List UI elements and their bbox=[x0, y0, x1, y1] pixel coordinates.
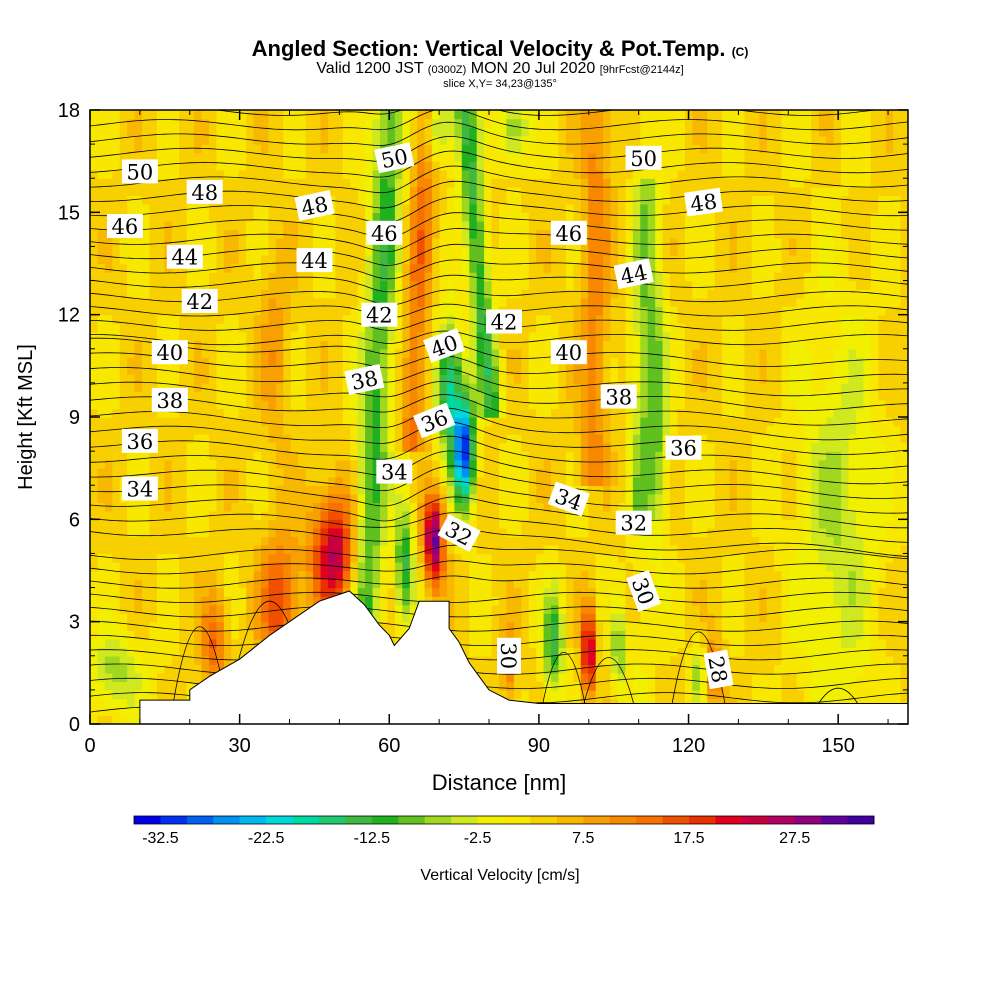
theta-contour-label: 50 bbox=[121, 159, 158, 184]
theta-contour-label: 42 bbox=[181, 289, 218, 314]
colorbar-tick-label: -2.5 bbox=[464, 830, 492, 847]
x-tick-label: 120 bbox=[672, 735, 705, 757]
theta-contour-label: 28 bbox=[703, 649, 734, 690]
colorbar-swatch bbox=[847, 816, 875, 824]
colorbar-swatch bbox=[451, 816, 479, 824]
colorbar-swatch bbox=[477, 816, 505, 824]
colorbar-swatch bbox=[292, 816, 320, 824]
colorbar-swatch bbox=[345, 816, 373, 824]
theta-contour-label: 36 bbox=[665, 435, 702, 461]
x-tick-label: 150 bbox=[821, 735, 854, 757]
colorbar-swatch bbox=[556, 816, 584, 824]
colorbar-swatch bbox=[583, 816, 611, 824]
colorbar-swatch bbox=[741, 816, 769, 824]
theta-contour-label: 46 bbox=[106, 214, 143, 239]
colorbar-swatch bbox=[239, 816, 267, 824]
theta-contour-label: 34 bbox=[121, 476, 158, 502]
y-tick-label: 0 bbox=[69, 714, 80, 736]
theta-contour-label: 42 bbox=[361, 302, 398, 328]
colorbar-swatch bbox=[504, 816, 531, 824]
theta-contour-label: 42 bbox=[486, 309, 522, 335]
colorbar-swatch bbox=[134, 816, 161, 824]
chart-title: Angled Section: Vertical Velocity & Pot.… bbox=[251, 36, 749, 61]
theta-contour-label: 48 bbox=[684, 187, 723, 217]
colorbar-swatch bbox=[636, 816, 664, 824]
colorbar-swatch bbox=[424, 816, 452, 824]
colorbar-tick-label: -32.5 bbox=[142, 830, 179, 847]
colorbar-swatch bbox=[266, 816, 294, 824]
colorbar-tick-label: -12.5 bbox=[354, 830, 391, 847]
colorbar-swatch bbox=[186, 816, 214, 824]
colorbar-label: Vertical Velocity [cm/s] bbox=[420, 867, 579, 884]
y-tick-label: 6 bbox=[69, 509, 80, 531]
theta-contour-label: 50 bbox=[374, 142, 415, 173]
x-tick-label: 60 bbox=[378, 735, 400, 757]
theta-contour-label: 50 bbox=[625, 145, 662, 171]
y-tick-label: 18 bbox=[58, 100, 80, 122]
theta-contour-label: 34 bbox=[376, 459, 413, 485]
colorbar-swatch bbox=[768, 816, 796, 824]
colorbar-swatch bbox=[371, 816, 399, 824]
theta-contour-label: 46 bbox=[366, 220, 403, 246]
colorbar-swatch bbox=[160, 816, 188, 824]
theta-contour-label: 38 bbox=[600, 384, 637, 410]
colorbar-swatch bbox=[662, 816, 690, 824]
y-axis-label: Height [Kft MSL] bbox=[15, 344, 37, 490]
colorbar-swatch bbox=[715, 816, 743, 824]
colorbar-swatch bbox=[609, 816, 637, 824]
theta-contour-label: 32 bbox=[615, 510, 652, 536]
theta-contour-label: 44 bbox=[296, 248, 333, 273]
x-tick-label: 0 bbox=[84, 735, 95, 757]
colorbar-tick-label: 17.5 bbox=[673, 830, 704, 847]
theta-contour-label: 40 bbox=[151, 340, 188, 365]
colorbar-swatch bbox=[689, 816, 716, 824]
theta-contour-label: 48 bbox=[186, 179, 223, 205]
theta-contour-label: 36 bbox=[121, 428, 158, 454]
colorbar-tick-label: 27.5 bbox=[779, 830, 810, 847]
theta-contour-label: 38 bbox=[344, 364, 385, 395]
terrain-mask bbox=[90, 590, 908, 724]
colorbar-swatch bbox=[821, 816, 849, 824]
y-tick-label: 9 bbox=[69, 407, 80, 429]
theta-contour-label: 44 bbox=[613, 258, 654, 289]
theta-contour-label: 40 bbox=[550, 340, 587, 365]
x-axis-label: Distance [nm] bbox=[432, 770, 567, 795]
colorbar-swatch bbox=[530, 816, 558, 824]
y-tick-label: 12 bbox=[58, 305, 80, 327]
valid-time-subtitle: Valid 1200 JST (0300Z) MON 20 Jul 2020 [… bbox=[316, 60, 684, 77]
theta-contour-label: 30 bbox=[496, 637, 521, 674]
colorbar-tick-label: -22.5 bbox=[248, 830, 285, 847]
colorbar-swatch bbox=[398, 816, 426, 824]
y-tick-label: 15 bbox=[58, 202, 80, 224]
colorbar-swatch bbox=[794, 816, 822, 824]
theta-contour-label: 44 bbox=[166, 244, 203, 270]
colorbar-tick-label: 7.5 bbox=[572, 830, 594, 847]
colorbar-swatch bbox=[213, 816, 241, 824]
y-tick-label: 3 bbox=[69, 612, 80, 634]
x-tick-label: 90 bbox=[528, 735, 550, 757]
colorbar-swatch bbox=[319, 816, 346, 824]
x-tick-label: 30 bbox=[229, 735, 251, 757]
theta-contour-label: 38 bbox=[151, 387, 188, 413]
slice-subtitle: slice X,Y= 34,23@135° bbox=[443, 78, 557, 90]
theta-contour-label: 46 bbox=[550, 220, 587, 246]
theta-contour-label: 48 bbox=[294, 190, 335, 221]
